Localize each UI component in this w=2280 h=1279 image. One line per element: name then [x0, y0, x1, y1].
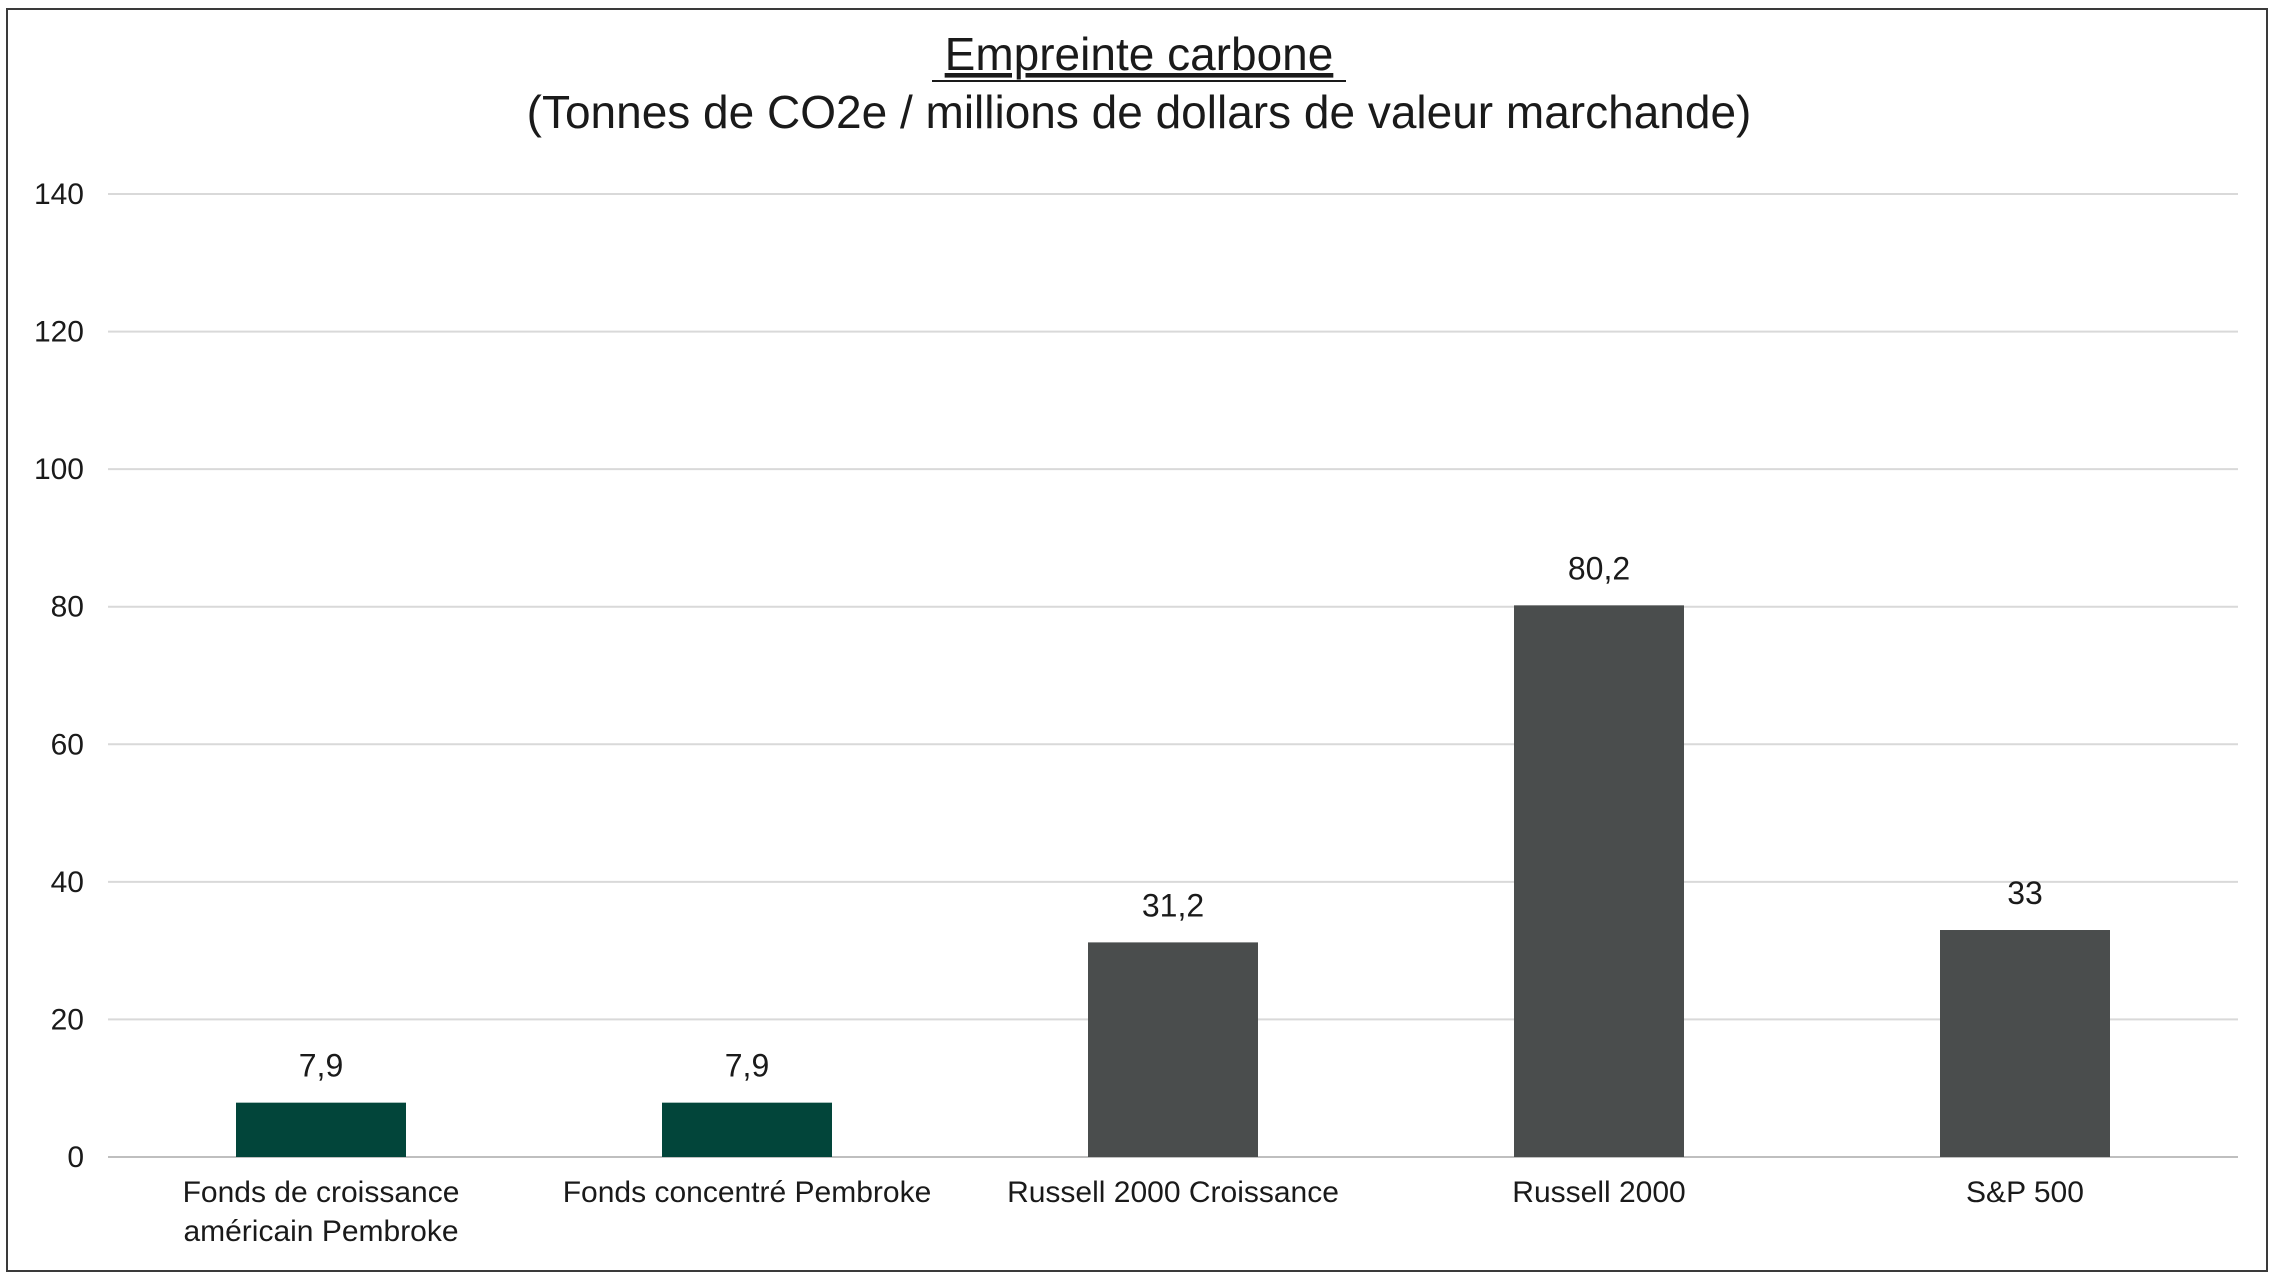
gridlines [108, 193, 2238, 1158]
y-tick-label: 0 [67, 1141, 84, 1174]
chart-title: Empreinte carbone [945, 28, 1334, 80]
data-label: 80,2 [1568, 550, 1630, 586]
bar [1940, 930, 2110, 1157]
bar [1514, 605, 1684, 1157]
data-label: 33 [2007, 875, 2043, 911]
bars [236, 605, 2110, 1157]
y-axis-ticks: 0 20 40 60 80 100 120 140 [34, 178, 84, 1174]
bar [1088, 942, 1258, 1157]
x-tick-label: Russell 2000 Croissance [1007, 1176, 1339, 1209]
x-axis-categories: Fonds de croissance américain Pembroke Fon… [183, 1176, 2084, 1248]
data-label: 7,9 [725, 1048, 769, 1084]
y-tick-label: 140 [34, 178, 84, 211]
x-tick-label: Russell 2000 [1512, 1176, 1685, 1209]
bar [662, 1102, 832, 1157]
chart-frame: 0 20 40 60 80 100 120 140 7,9 7,9 31,2 80,2 33 Fond… [6, 8, 2268, 1272]
y-tick-label: 20 [51, 1003, 84, 1036]
y-tick-label: 60 [51, 728, 84, 761]
bar-chart: 0 20 40 60 80 100 120 140 7,9 7,9 31,2 80,2 33 Fond… [34, 28, 2238, 1248]
data-label: 31,2 [1142, 887, 1204, 923]
chart-subtitle: (Tonnes de CO2e / millions de dollars de… [527, 86, 1752, 138]
y-tick-label: 80 [51, 591, 84, 624]
y-tick-label: 120 [34, 316, 84, 349]
x-tick-label: Fonds concentré Pembroke [563, 1176, 932, 1209]
x-tick-label: S&P 500 [1966, 1176, 2084, 1209]
data-label: 7,9 [299, 1048, 343, 1084]
y-tick-label: 40 [51, 866, 84, 899]
bar [236, 1102, 406, 1157]
data-labels: 7,9 7,9 31,2 80,2 33 [299, 550, 2043, 1083]
x-tick-label: Fonds de croissance américain Pembroke [183, 1176, 460, 1248]
y-tick-label: 100 [34, 453, 84, 486]
